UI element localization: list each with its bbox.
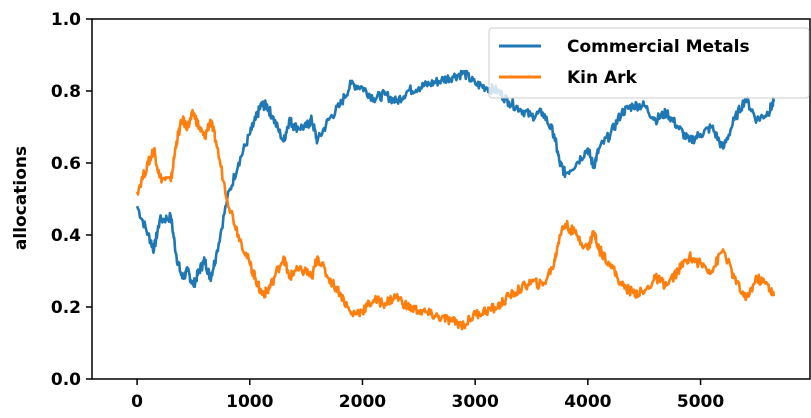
y-tick-label: 1.0 — [51, 10, 81, 30]
x-axis: 0 1000 2000 3000 4000 5000 — [131, 379, 724, 412]
legend: Commercial Metals Kin Ark — [488, 27, 810, 99]
x-tick-label: 5000 — [677, 392, 724, 412]
y-axis-label: allocations — [11, 146, 31, 250]
series-line-commercial-metals — [135, 69, 776, 289]
x-tick-label: 2000 — [339, 392, 386, 412]
series-line-kin-ark — [135, 108, 776, 331]
y-tick-label: 0.4 — [51, 226, 81, 246]
legend-label-kin-ark: Kin Ark — [567, 68, 638, 88]
x-tick-label: 1000 — [226, 392, 273, 412]
y-axis: 0.0 0.2 0.4 0.6 0.8 1.0 — [51, 10, 92, 390]
y-tick-label: 0.6 — [51, 154, 81, 174]
plot-area — [135, 69, 776, 331]
x-tick-label: 4000 — [564, 392, 611, 412]
axes-frame — [91, 18, 811, 380]
legend-box — [488, 27, 810, 99]
y-tick-label: 0.0 — [51, 370, 81, 390]
y-tick-label: 0.2 — [51, 298, 81, 318]
legend-label-commercial-metals: Commercial Metals — [567, 37, 750, 57]
y-tick-label: 0.8 — [51, 82, 81, 102]
x-tick-label: 0 — [131, 392, 143, 412]
x-tick-label: 3000 — [452, 392, 499, 412]
